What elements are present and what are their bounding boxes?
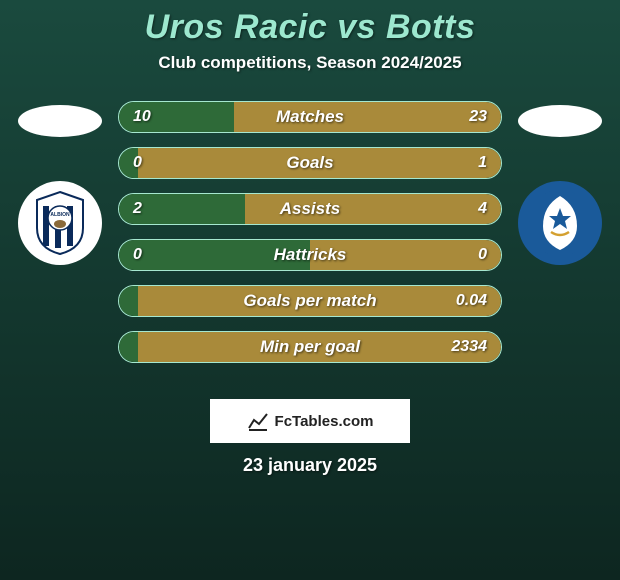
- comparison-panel: ALBION 1023Matches 01Goals 24Assists 00Hatt…: [0, 101, 620, 377]
- stat-label: Matches: [119, 102, 501, 132]
- stat-bars: 1023Matches 01Goals 24Assists 00Hattricks 0.…: [110, 101, 510, 377]
- right-club-crest-icon: [518, 181, 602, 265]
- stat-row: 01Goals: [118, 147, 502, 179]
- left-flag-icon: [18, 105, 102, 137]
- stat-row: 24Assists: [118, 193, 502, 225]
- stat-row: 00Hattricks: [118, 239, 502, 271]
- stat-label: Goals: [119, 148, 501, 178]
- stat-label: Min per goal: [119, 332, 501, 362]
- right-flag-icon: [518, 105, 602, 137]
- stat-label: Goals per match: [119, 286, 501, 316]
- left-club-crest-icon: ALBION: [18, 181, 102, 265]
- stat-row: 1023Matches: [118, 101, 502, 133]
- stat-row: 2334Min per goal: [118, 331, 502, 363]
- stat-row: 0.04Goals per match: [118, 285, 502, 317]
- stat-label: Hattricks: [119, 240, 501, 270]
- brand-badge: FcTables.com: [210, 399, 410, 443]
- brand-text: FcTables.com: [275, 413, 374, 430]
- subtitle: Club competitions, Season 2024/2025: [0, 53, 620, 73]
- left-side: ALBION: [10, 101, 110, 265]
- right-side: [510, 101, 610, 265]
- svg-text:ALBION: ALBION: [50, 212, 70, 218]
- brand-logo-icon: [247, 410, 269, 432]
- page-title: Uros Racic vs Botts: [0, 8, 620, 47]
- date-label: 23 january 2025: [0, 455, 620, 476]
- stat-label: Assists: [119, 194, 501, 224]
